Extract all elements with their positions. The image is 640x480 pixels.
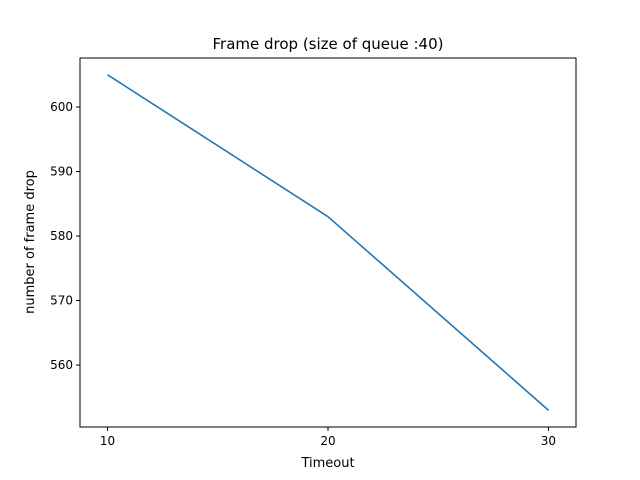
x-tick-label: 20 xyxy=(320,434,335,448)
ticks-layer: 10 20 30 560 570 580 590 600 xyxy=(50,100,556,448)
x-axis-label: Timeout xyxy=(300,456,354,471)
y-tick-label: 560 xyxy=(50,358,73,372)
y-tick-label: 590 xyxy=(50,165,73,179)
series-line-0 xyxy=(107,74,549,411)
y-axis-label: number of frame drop xyxy=(23,170,38,314)
y-tick-label: 570 xyxy=(50,294,73,308)
y-tick-label: 580 xyxy=(50,229,73,243)
series-layer xyxy=(107,74,549,411)
plot-frame xyxy=(79,57,577,428)
y-tick-label: 600 xyxy=(50,100,73,114)
x-tick-label: 10 xyxy=(100,434,115,448)
x-tick-label: 30 xyxy=(541,434,556,448)
chart-title: Frame drop (size of queue :40) xyxy=(212,35,443,53)
